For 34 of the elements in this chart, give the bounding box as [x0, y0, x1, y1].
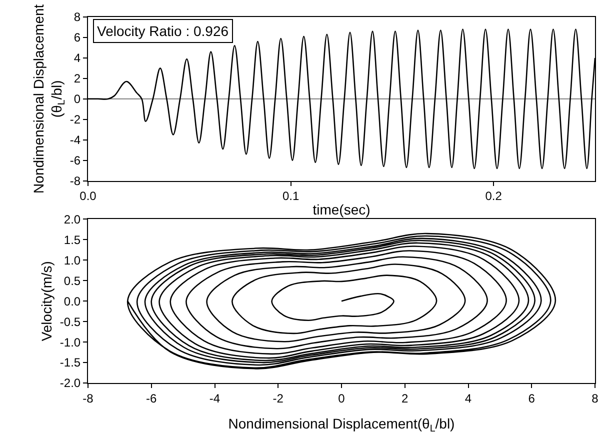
y-tick-label: 4: [74, 51, 81, 66]
x-tick-label: 4: [464, 391, 472, 406]
x-tick-label: 0.2: [485, 189, 502, 204]
y-axis-title: Velocity(m/s): [38, 261, 55, 342]
x-tick-label: -6: [146, 391, 158, 406]
y-tick-label: -4: [70, 133, 81, 148]
y-tick-label: -6: [70, 154, 81, 168]
line-series: [126, 232, 556, 370]
y-tick-label: 0: [74, 92, 81, 106]
y-tick-label: -8: [70, 174, 81, 188]
y-tick-label: 1.0: [64, 253, 81, 268]
x-tick-label: 0.1: [282, 189, 300, 204]
x-tick-label: -2: [272, 391, 284, 406]
x-axis-title: Nondimensional Displacement(θ$_{L}$/bl): [228, 416, 455, 435]
y-tick-label: -0.5: [60, 314, 81, 329]
y-tick-label: -1.0: [60, 335, 81, 350]
y-tick-label: 2.0: [64, 212, 81, 226]
x-tick-label: -8: [82, 391, 94, 406]
x-axis-title: time(sec): [312, 201, 370, 218]
x-tick-label: 2: [402, 391, 409, 406]
y-tick-label: 2: [74, 72, 81, 86]
x-tick-label: 0: [338, 391, 346, 406]
y-tick-label: -1.5: [60, 356, 81, 370]
x-tick-label: 8: [592, 391, 599, 406]
y-tick-label: 0.5: [64, 274, 81, 288]
y-tick-label: 1.5: [64, 232, 81, 247]
y-tick-label: -2: [70, 112, 81, 127]
y-tick-label: 8: [74, 10, 81, 24]
annotation: Velocity Ratio : 0.926: [97, 23, 229, 39]
y-tick-label: 0.0: [64, 294, 81, 308]
x-tick-label: 6: [528, 391, 536, 406]
y-tick-label: -2.0: [60, 376, 81, 390]
y-tick-label: 6: [74, 30, 81, 45]
x-tick-label: -4: [209, 391, 220, 406]
